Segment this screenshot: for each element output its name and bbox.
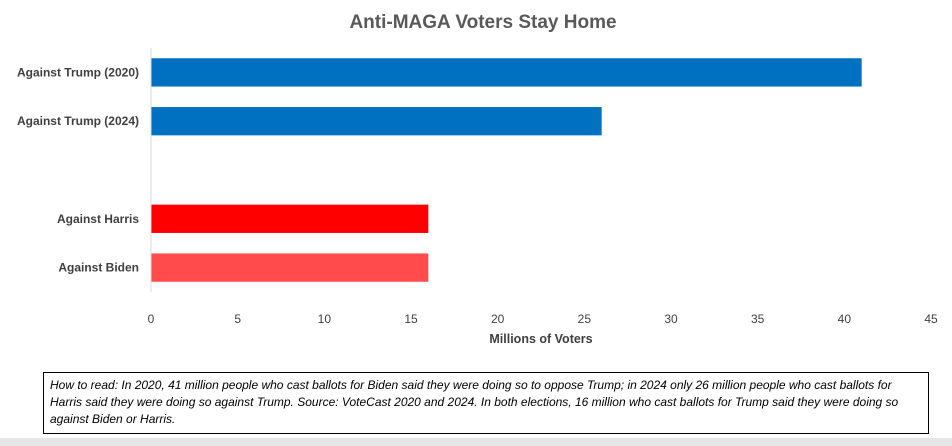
category-label-3: Against Harris	[57, 212, 139, 226]
x-tick-label-5: 25	[578, 312, 592, 326]
category-labels-group: Against Trump (2020) Against Trump (2024)…	[17, 65, 139, 274]
x-tick-label-0: 0	[148, 312, 155, 326]
x-tick-label-6: 30	[664, 312, 678, 326]
bars-group	[151, 58, 862, 282]
x-tick-label-8: 40	[838, 312, 852, 326]
x-axis-title: Millions of Voters	[489, 332, 592, 346]
x-tick-label-9: 45	[924, 312, 938, 326]
bar-1	[151, 107, 602, 136]
category-label-1: Against Trump (2024)	[17, 114, 139, 128]
x-tick-label-4: 20	[491, 312, 505, 326]
how-to-read-note: How to read: In 2020, 41 million people …	[43, 372, 929, 434]
x-tick-label-1: 5	[234, 312, 241, 326]
x-tick-labels-group: 0 5 10 15 20 25 30 35 40 45	[148, 312, 938, 326]
x-tick-label-3: 15	[404, 312, 418, 326]
chart-title: Anti-MAGA Voters Stay Home	[349, 12, 616, 33]
x-tick-label-7: 35	[751, 312, 765, 326]
x-tick-label-2: 10	[318, 312, 332, 326]
category-label-4: Against Biden	[58, 261, 139, 275]
category-label-0: Against Trump (2020)	[17, 65, 139, 79]
bar-0	[151, 58, 862, 87]
bar-4	[151, 253, 429, 282]
bar-3	[151, 204, 429, 233]
bottom-strip	[0, 438, 952, 446]
